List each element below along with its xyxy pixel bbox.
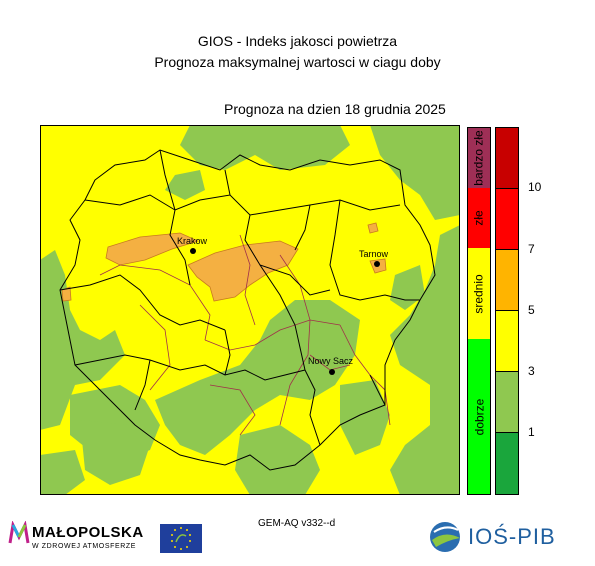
- district-12: [259, 264, 306, 371]
- scale-swatch-5: [496, 372, 518, 433]
- district-7: [74, 354, 306, 381]
- category-bad-label: złe: [472, 210, 486, 226]
- county-border-4: [239, 234, 256, 326]
- scale-swatch-3: [496, 250, 518, 311]
- orange-zone-nw-edge: [61, 286, 72, 302]
- category-moderate: srednio: [468, 248, 490, 339]
- district-4: [244, 214, 331, 296]
- district-9: [304, 369, 321, 446]
- district-2: [59, 274, 226, 331]
- district-8: [224, 329, 231, 376]
- district-borders: [59, 149, 436, 471]
- tarnow-marker: [374, 261, 380, 267]
- orange-zone-krakow-east: [187, 240, 299, 302]
- city-label-tarnow: Tarnow: [359, 249, 389, 259]
- title-line2: Prognoza maksymalnej wartosci w ciagu do…: [154, 54, 441, 70]
- green-zone-east: [390, 225, 460, 495]
- scale-swatch-6: [496, 433, 518, 494]
- value-scale: [495, 127, 519, 495]
- city-label-krakow: Krakow: [177, 236, 208, 246]
- green-zone-sw-bottom: [40, 450, 85, 495]
- scale-tick-5: 5: [528, 303, 535, 317]
- city-markers: [190, 248, 380, 375]
- malopolska-logo-text: MAŁOPOLSKA: [32, 524, 144, 541]
- ios-pib-logo-icon: [430, 522, 460, 552]
- district-5: [329, 199, 420, 301]
- malopolska-logo: MAŁOPOLSKA W ZDROWEJ ATMOSFERZE: [8, 520, 143, 550]
- category-legend: bardzo złe złe srednio dobrze: [467, 127, 491, 495]
- orange-zones: [61, 222, 387, 302]
- green-zone-ne: [180, 125, 350, 170]
- category-moderate-label: srednio: [472, 273, 487, 314]
- scale-tick-10: 10: [528, 180, 542, 194]
- orange-zone-krakow-west: [105, 232, 200, 266]
- district-13: [224, 169, 231, 196]
- map-frame: [40, 125, 460, 495]
- green-zone-sw-strip: [80, 420, 150, 485]
- malopolska-logo-icon: [8, 520, 30, 544]
- district-11: [134, 359, 151, 411]
- district-3: [169, 209, 191, 286]
- forecast-date: Prognoza na dzien 18 grudnia 2025: [224, 101, 446, 117]
- county-borders: [99, 234, 391, 436]
- scale-tick-7: 7: [528, 242, 535, 256]
- green-zone-east-top: [370, 125, 460, 220]
- scale-tick-3: 3: [528, 364, 535, 378]
- model-version: GEM-AQ v332--d: [258, 518, 336, 529]
- county-border-2: [204, 319, 341, 351]
- title-line1: GIOS - Indeks jakosci powietrza: [197, 33, 398, 49]
- green-zone-left-small: [40, 330, 52, 360]
- eu-life-logo-icon: [171, 527, 191, 550]
- outer-border: [59, 149, 436, 471]
- district-10: [369, 374, 386, 406]
- county-border-3: [139, 304, 171, 391]
- district-14: [159, 149, 176, 211]
- county-border-1: [99, 264, 211, 341]
- scale-swatch-2: [496, 189, 518, 250]
- nowy-sacz-marker: [329, 369, 335, 375]
- district-6: [294, 204, 311, 251]
- category-good: dobrze: [468, 339, 490, 494]
- category-very-bad-label: bardzo złe: [472, 130, 486, 186]
- county-border-8: [209, 384, 256, 436]
- scale-swatch-1: [496, 128, 518, 189]
- category-very-bad: bardzo złe: [468, 128, 490, 188]
- ios-pib-logo: IOŚ-PIB: [428, 520, 555, 559]
- ios-pib-logo-text: IOŚ-PIB: [468, 524, 556, 549]
- district-1: [84, 194, 401, 216]
- malopolska-logo-subtitle: W ZDROWEJ ATMOSFERZE: [32, 543, 137, 550]
- air-quality-map: Krakow Tarnow Nowy Sacz: [40, 125, 460, 495]
- category-good-label: dobrze: [472, 398, 487, 435]
- city-label-nowy-sacz: Nowy Sacz: [308, 356, 354, 366]
- county-border-5: [279, 254, 311, 426]
- green-zone-south-east: [340, 380, 390, 455]
- eu-life-logo: [160, 524, 202, 553]
- green-zone-north: [165, 170, 205, 200]
- orange-zone-north-small: [367, 222, 379, 234]
- scale-tick-1: 1: [528, 425, 535, 439]
- category-bad: złe: [468, 188, 490, 248]
- krakow-marker: [190, 248, 196, 254]
- green-zone-bottom: [235, 425, 320, 495]
- scale-swatch-4: [496, 311, 518, 372]
